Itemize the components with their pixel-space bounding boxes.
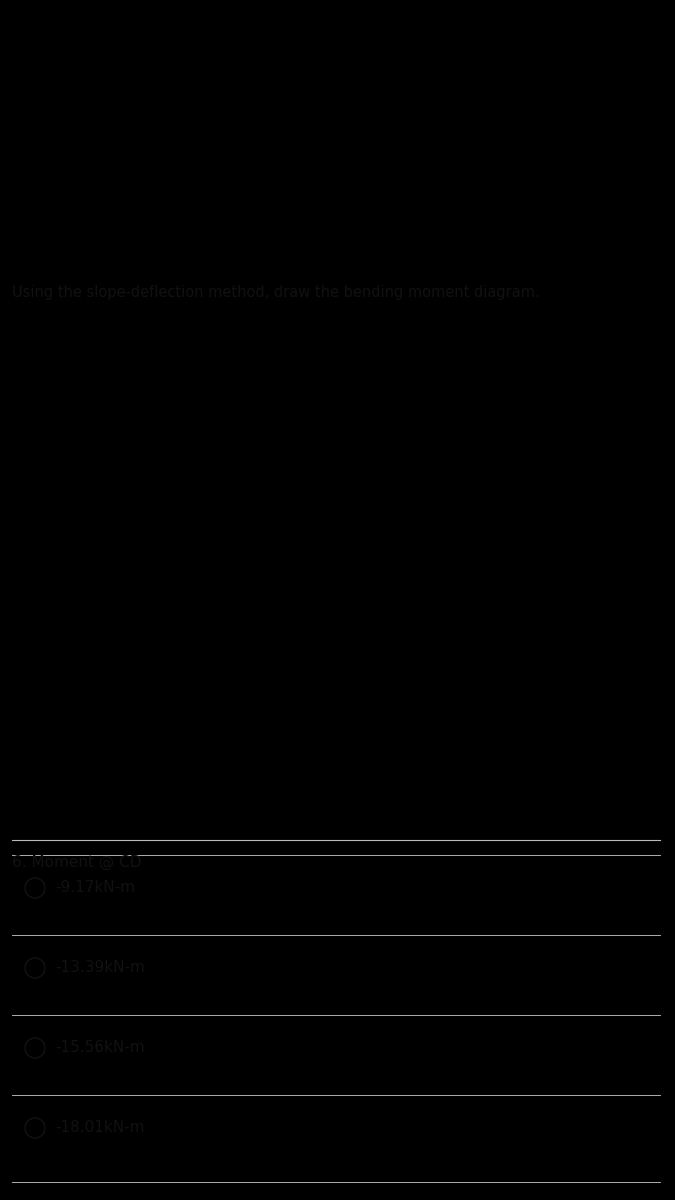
Text: 3EJ: 3EJ [379,599,400,612]
Text: 20kN/m: 20kN/m [108,515,118,556]
Text: -9.17kN-m: -9.17kN-m [55,881,135,895]
Bar [197,427,225,469]
Text: -18.01kN-m: -18.01kN-m [55,1121,144,1135]
Text: EJ: EJ [280,452,292,466]
Text: -13.39kN-m: -13.39kN-m [55,960,145,976]
Text: 3m: 3m [310,331,330,344]
Text: Using the slope-deflection method, draw the bending moment diagram.: Using the slope-deflection method, draw … [12,284,540,300]
Text: -15.56kN-m: -15.56kN-m [55,1040,144,1056]
Text: 3m: 3m [58,528,78,541]
Bar [197,602,225,646]
Bar [197,559,225,601]
Text: C: C [423,398,433,413]
Text: 2EJ: 2EJ [260,498,281,511]
Text: 6. Moment @ CD: 6. Moment @ CD [12,854,142,870]
Text: B: B [207,398,217,413]
Bar [197,470,225,514]
Text: A: A [233,667,242,680]
Bar [197,515,225,557]
Text: 4m: 4m [508,569,528,582]
Text: D: D [425,730,436,744]
